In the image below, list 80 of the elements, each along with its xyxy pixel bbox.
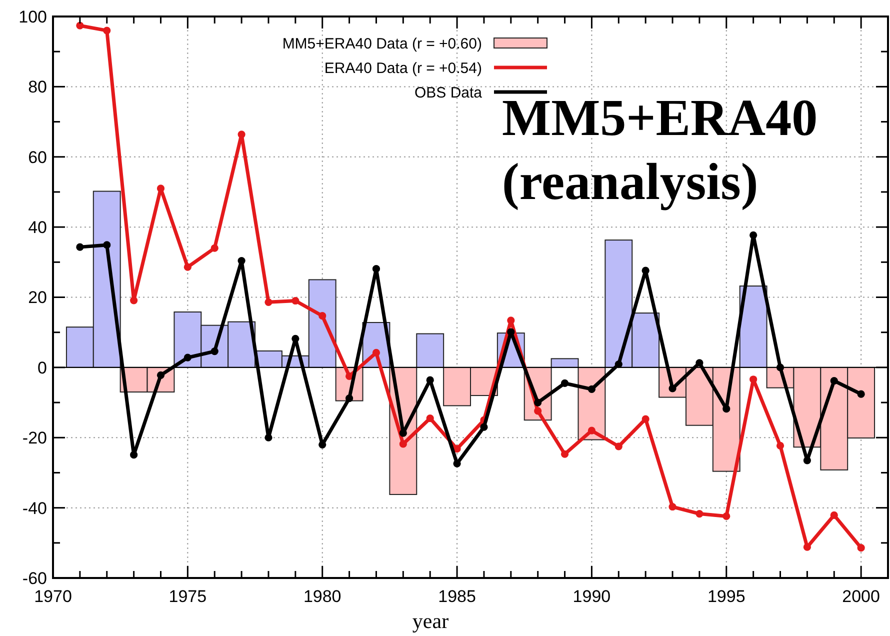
point xyxy=(803,456,811,464)
point xyxy=(292,296,300,305)
point xyxy=(614,442,622,450)
point xyxy=(210,347,218,356)
point xyxy=(857,544,865,552)
x-tick-label: 1975 xyxy=(168,587,207,606)
point xyxy=(156,371,165,379)
point xyxy=(480,423,488,431)
point xyxy=(722,512,730,520)
point xyxy=(722,405,730,413)
point xyxy=(372,265,380,273)
point xyxy=(776,364,784,372)
y-tick-label: 100 xyxy=(18,7,47,26)
point xyxy=(668,384,676,392)
point xyxy=(750,376,758,384)
point xyxy=(184,263,192,271)
point xyxy=(750,231,758,239)
y-tick-label: 60 xyxy=(28,148,47,167)
point xyxy=(830,376,838,385)
y-tick-label: 40 xyxy=(28,218,47,238)
point xyxy=(264,298,272,306)
point xyxy=(264,434,272,442)
point xyxy=(560,379,569,388)
y-tick-label: 80 xyxy=(28,78,47,97)
x-axis-title: year xyxy=(412,609,449,633)
point xyxy=(696,359,704,367)
annotation: MM5+ERA40 (reanalysis) xyxy=(502,90,818,211)
point xyxy=(103,26,111,34)
point xyxy=(453,460,461,468)
y-tick-label: 20 xyxy=(28,288,47,308)
x-tick-label: 1980 xyxy=(303,587,342,606)
point xyxy=(238,256,246,265)
point xyxy=(534,398,542,406)
y-tick-label: -20 xyxy=(22,428,47,448)
x-tick-label: 1985 xyxy=(438,587,476,606)
point xyxy=(614,360,622,368)
point xyxy=(76,243,84,251)
point xyxy=(560,450,569,458)
point xyxy=(588,426,596,434)
point xyxy=(399,440,407,448)
point xyxy=(668,502,676,511)
legend-label: ERA40 Data (r = +0.54) xyxy=(324,60,482,77)
point xyxy=(130,451,138,459)
point xyxy=(345,394,354,402)
point xyxy=(776,442,784,450)
x-tick-label: 1970 xyxy=(34,587,72,606)
point xyxy=(210,244,218,252)
point xyxy=(156,184,165,192)
point xyxy=(507,328,515,336)
x-tick-label: 1995 xyxy=(707,587,746,606)
point xyxy=(399,429,407,437)
point xyxy=(76,22,84,30)
x-tick-label: 2000 xyxy=(842,587,880,606)
point xyxy=(103,241,111,249)
legend-label: OBS Data xyxy=(414,84,483,102)
y-tick-label: -60 xyxy=(22,568,47,588)
y-tick-label: -40 xyxy=(22,498,47,518)
point xyxy=(345,372,354,380)
legend-label: MM5+ERA40 Data (r = +0.60) xyxy=(282,35,482,52)
point xyxy=(642,415,650,423)
point xyxy=(426,414,434,422)
x-tick-label: 1990 xyxy=(572,587,611,606)
point xyxy=(238,130,246,138)
point xyxy=(534,407,542,415)
point xyxy=(292,334,300,342)
point xyxy=(318,440,326,448)
point xyxy=(803,543,811,551)
point xyxy=(372,348,380,356)
point xyxy=(857,390,865,398)
point xyxy=(453,445,461,453)
point xyxy=(696,510,704,518)
point xyxy=(507,316,515,324)
point xyxy=(426,376,434,384)
point xyxy=(588,385,596,393)
point xyxy=(318,312,326,320)
point xyxy=(184,354,192,362)
y-tick-label: 0 xyxy=(38,358,47,378)
point xyxy=(130,296,138,304)
point xyxy=(642,266,650,274)
point xyxy=(830,511,838,519)
